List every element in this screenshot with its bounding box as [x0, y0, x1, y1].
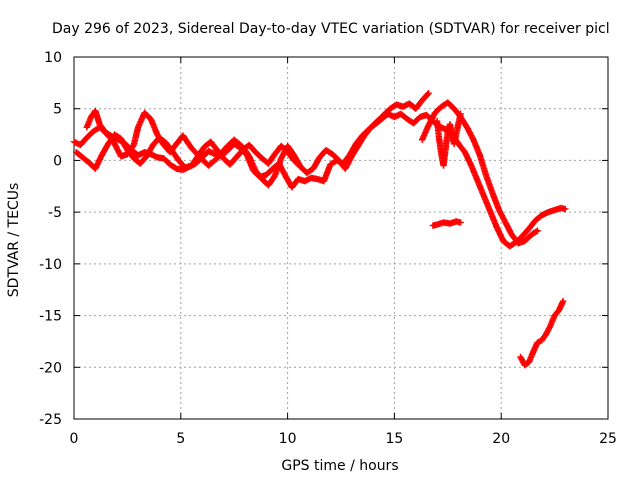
- data-point: [425, 90, 432, 97]
- data-point: [297, 163, 304, 170]
- data-point: [424, 91, 431, 98]
- x-tick-label: 15: [385, 431, 403, 447]
- y-tick-label: -10: [39, 257, 62, 273]
- y-tick-label: -15: [39, 309, 62, 325]
- data-point: [546, 324, 553, 331]
- series-arc-2: [83, 90, 432, 189]
- data-point: [559, 297, 567, 305]
- y-tick-label: -20: [39, 360, 62, 376]
- series-arc-6: [429, 218, 464, 229]
- data-point: [562, 205, 569, 213]
- y-tick-label: 0: [53, 153, 62, 169]
- series-arc-3: [72, 131, 304, 172]
- series-marks: [70, 90, 569, 369]
- y-tick-label: 10: [44, 50, 62, 66]
- x-tick-label: 10: [279, 431, 297, 447]
- x-axis-label: GPS time / hours: [281, 458, 398, 474]
- series-arc-5: [433, 110, 464, 169]
- series-arc-4: [418, 99, 541, 247]
- y-tick-label: -5: [48, 205, 62, 221]
- x-tick-label: 25: [599, 431, 617, 447]
- x-tick-label: 20: [492, 431, 510, 447]
- data-point: [296, 162, 303, 169]
- x-tick-label: 5: [176, 431, 185, 447]
- data-point: [457, 110, 464, 118]
- series-arc-7: [517, 297, 567, 369]
- y-axis-label: SDTVAR / TECUs: [6, 183, 22, 298]
- data-point: [533, 228, 540, 235]
- plot-frame: [73, 56, 609, 420]
- chart-title: Day 296 of 2023, Sidereal Day-to-day VTE…: [52, 21, 610, 37]
- y-tick-label: -25: [39, 412, 62, 428]
- ticks: 0 5 10 15 20 25 10 5 0 -5 -10 -15 -20 -25: [39, 50, 617, 447]
- y-tick-label: 5: [53, 102, 62, 118]
- x-tick-label: 0: [70, 431, 79, 447]
- data-point: [457, 219, 464, 226]
- data-point: [534, 227, 541, 234]
